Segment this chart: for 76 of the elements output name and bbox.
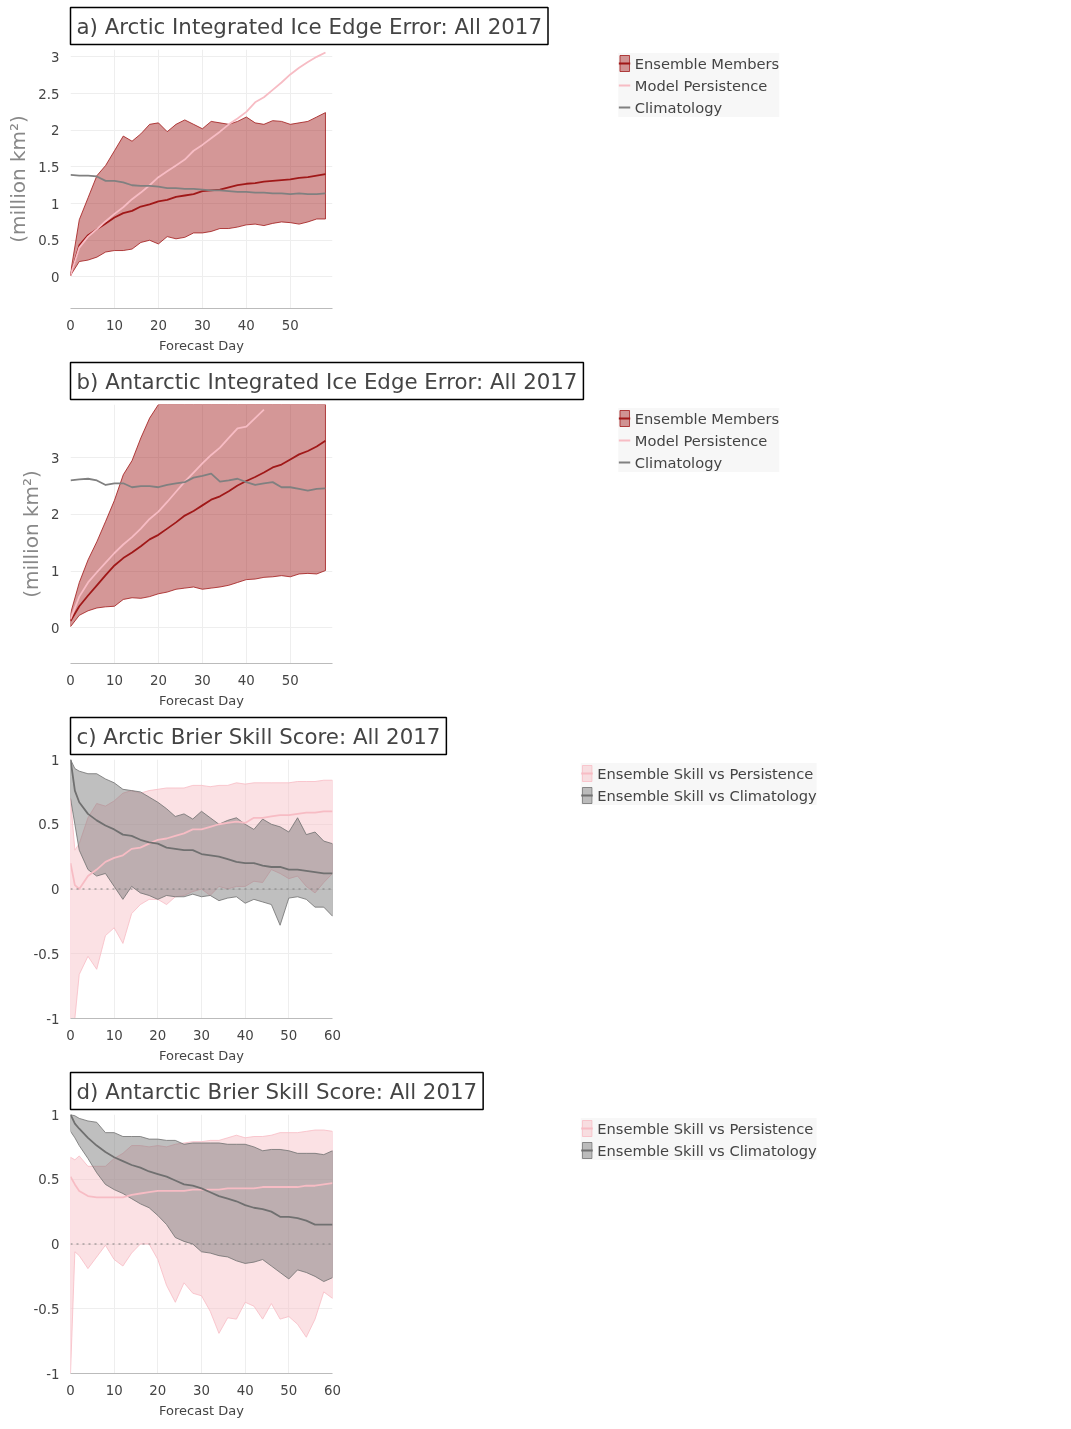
x-tick-label: 20	[149, 1027, 167, 1043]
chart-title: a) Arctic Integrated Ice Edge Error: All 2017	[76, 13, 543, 39]
y-tick-label: -1	[46, 1366, 60, 1382]
x-tick-label: 30	[193, 317, 211, 333]
x-axis-title: Forecast Day	[159, 1402, 245, 1418]
y-tick-label: -1	[46, 1011, 60, 1027]
x-tick-label: 20	[149, 1382, 167, 1398]
y-tick-label: 2	[51, 123, 60, 139]
y-tick-label: 2	[51, 507, 60, 523]
line-series	[70, 759, 333, 875]
line-series	[70, 408, 265, 621]
line-series	[70, 174, 327, 195]
y-tick-label: 0	[51, 1237, 60, 1252]
x-tick-label: 20	[149, 672, 167, 688]
line-series	[70, 51, 327, 277]
x-tick-label: 60	[324, 1382, 341, 1398]
x-tick-label: 0	[66, 1382, 75, 1398]
x-tick-label: 40	[236, 1382, 254, 1398]
y-tick-label: 2.5	[38, 86, 60, 102]
chart-title: c) Arctic Brier Skill Score: All 2017	[76, 723, 441, 749]
x-tick-label: 50	[280, 1027, 298, 1043]
legend-label: Climatology	[634, 98, 723, 116]
y-tick-label: 1	[51, 196, 60, 212]
x-tick-label: 10	[105, 672, 123, 688]
legend-label: Ensemble Skill vs Climatology	[597, 786, 817, 804]
x-tick-label: 30	[193, 672, 211, 688]
chart-title: b) Antarctic Integrated Ice Edge Error: All 2017	[76, 368, 578, 394]
legend-label: Ensemble Skill vs Persistence	[597, 764, 814, 782]
x-tick-label: 40	[237, 672, 255, 688]
y-tick-label: -0.5	[33, 1301, 60, 1317]
x-tick-label: 30	[193, 1027, 210, 1043]
x-tick-label: 50	[281, 317, 299, 333]
x-tick-label: 0	[66, 317, 75, 333]
line-series	[70, 1175, 333, 1199]
x-tick-label: 60	[324, 1027, 341, 1043]
legend-label: Ensemble Members	[634, 409, 780, 427]
y-tick-label: 3	[51, 450, 60, 466]
y-tick-label: 3	[51, 49, 60, 65]
y-tick-label: -0.5	[33, 946, 60, 962]
line-series	[70, 439, 327, 622]
legend-label: Ensemble Members	[634, 54, 780, 72]
legend-label: Model Persistence	[634, 431, 768, 449]
x-axis-title: Forecast Day	[159, 337, 245, 353]
y-tick-label: 0	[51, 882, 60, 897]
y-tick-label: 0.5	[38, 1172, 60, 1188]
line-series	[70, 1114, 333, 1226]
x-tick-label: 40	[237, 317, 255, 333]
y-tick-label: 1.5	[38, 159, 60, 175]
x-axis-title: Forecast Day	[159, 692, 245, 708]
y-tick-label: 1	[51, 752, 60, 768]
y-tick-label: 0.5	[38, 817, 60, 833]
x-tick-label: 10	[105, 1382, 123, 1398]
y-tick-label: 1	[51, 564, 60, 580]
y-axis-title: (million km²)	[6, 115, 31, 243]
y-tick-label: 0	[51, 620, 60, 636]
legend-label: Ensemble Skill vs Climatology	[597, 1141, 817, 1159]
x-tick-label: 20	[149, 317, 167, 333]
y-tick-label: 0.5	[38, 233, 60, 249]
y-axis-title: (million km²)	[19, 470, 44, 598]
x-tick-label: 30	[193, 1382, 210, 1398]
legend-label: Model Persistence	[634, 76, 768, 94]
x-tick-label: 10	[105, 317, 123, 333]
legend-label: Ensemble Skill vs Persistence	[597, 1119, 814, 1137]
line-series	[70, 472, 327, 492]
x-axis-title: Forecast Day	[159, 1047, 245, 1063]
y-tick-label: 1	[51, 1107, 60, 1123]
legend-label: Climatology	[634, 453, 723, 471]
y-tick-label: 0	[51, 269, 60, 285]
x-tick-label: 40	[236, 1027, 254, 1043]
line-series	[70, 810, 333, 890]
x-tick-label: 0	[66, 1027, 75, 1043]
chart-title: d) Antarctic Brier Skill Score: All 2017	[76, 1078, 478, 1104]
x-tick-label: 10	[105, 1027, 123, 1043]
x-tick-label: 0	[66, 672, 75, 688]
x-tick-label: 50	[281, 672, 299, 688]
x-tick-label: 50	[280, 1382, 298, 1398]
